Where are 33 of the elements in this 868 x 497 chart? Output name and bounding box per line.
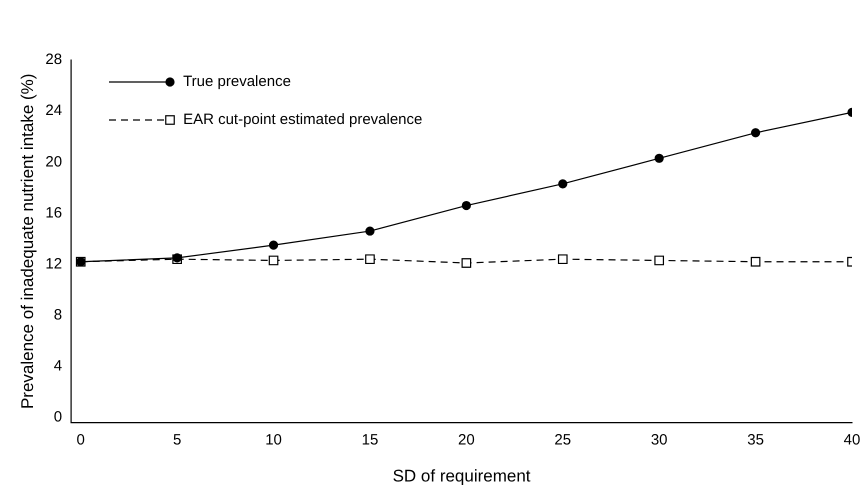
point [268,240,278,250]
point [558,179,568,188]
y-tick-label: 8 [54,306,62,324]
y-axis-title: Prevalence of inadequate nutrient intake (%) [18,74,37,410]
point [462,258,472,268]
x-tick-label: 40 [844,432,860,449]
point [365,254,375,264]
y-tick-label: 28 [45,51,62,68]
y-tick-label: 16 [45,204,62,222]
x-tick-label: 35 [747,432,764,449]
x-tick-label: 0 [76,432,85,449]
x-axis-title: SD of requirement [392,466,531,486]
legend-label: True prevalence [183,72,291,92]
point [654,154,664,163]
legend-label: EAR cut-point estimated prevalence [183,110,422,130]
point [268,256,278,266]
point [750,256,760,267]
x-tick-label: 25 [554,432,572,449]
y-tick-label: 4 [54,358,62,375]
x-tick-label: 5 [172,432,182,449]
x-tick-label: 10 [265,432,282,449]
point [654,256,664,266]
x-tick-label: 30 [650,432,668,449]
y-tick-label: 20 [45,153,62,170]
y-tick-label: 24 [45,102,62,120]
y-tick-label: 12 [45,255,62,272]
y-tick-label: 0 [54,408,62,426]
point [365,226,375,236]
point [750,128,760,138]
x-tick-label: 20 [458,432,475,449]
x-tick-label: 15 [362,432,378,449]
point [462,200,471,210]
point [558,254,568,264]
